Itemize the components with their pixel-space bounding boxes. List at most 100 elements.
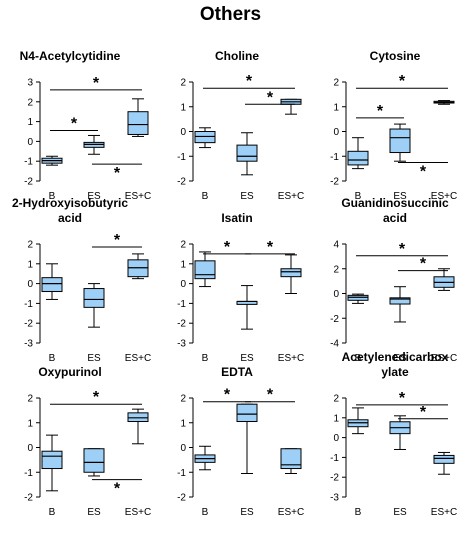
significance-star: * (420, 256, 427, 273)
y-tick-label: 2 (333, 78, 339, 89)
x-tick-label: ES (240, 507, 254, 518)
y-tick-label: 2 (333, 264, 339, 275)
x-tick-label: ES (87, 353, 101, 364)
y-tick-label: 2 (333, 394, 339, 405)
x-tick-label: ES+C (125, 353, 151, 364)
panel-title: ylate (381, 365, 409, 379)
y-tick-label: -3 (330, 493, 339, 504)
box-B (347, 294, 369, 301)
significance-star: * (114, 232, 121, 249)
significance-star: * (246, 73, 253, 90)
panel-3: Cytosine -2 -1 0 1 2 B ES ES+C * * * (330, 49, 457, 202)
significance-star: * (420, 163, 427, 180)
panel-title: Guanidinosuccinic (341, 196, 449, 210)
x-tick-label: ES+C (431, 507, 457, 518)
box-ES+C (127, 111, 149, 135)
significance-star: * (93, 389, 100, 406)
x-tick-label: B (49, 507, 56, 518)
box-B (347, 150, 369, 166)
y-tick-label: 2 (180, 240, 186, 251)
y-tick-label: -2 (330, 473, 339, 484)
x-tick-label: ES (87, 507, 101, 518)
x-tick-label: ES+C (278, 353, 304, 364)
y-tick-label: -2 (24, 319, 33, 330)
y-tick-label: -3 (24, 339, 33, 350)
x-tick-label: ES+C (278, 507, 304, 518)
x-tick-label: ES (393, 191, 407, 202)
y-tick-label: -2 (177, 493, 186, 504)
x-tick-label: ES (393, 507, 407, 518)
y-tick-label: 0 (27, 443, 33, 454)
significance-star: * (420, 404, 427, 421)
y-tick-label: 1 (27, 259, 33, 270)
y-tick-label: -2 (330, 177, 339, 188)
box-B (41, 450, 63, 470)
y-tick-label: 0 (27, 279, 33, 290)
x-tick-label: B (202, 191, 209, 202)
panel-2: Choline -2 -1 0 1 2 B ES ES+C * * (177, 49, 304, 202)
box-ES (389, 128, 411, 154)
y-tick-label: -2 (177, 319, 186, 330)
box-B (194, 131, 216, 144)
panel-title: Cytosine (370, 49, 421, 63)
significance-star: * (224, 387, 231, 404)
panel-title: acid (58, 211, 82, 225)
box-ES+C (280, 448, 302, 470)
y-tick-label: 4 (333, 240, 339, 251)
y-tick-label: 0 (333, 433, 339, 444)
y-tick-label: -1 (24, 157, 33, 168)
x-tick-label: ES+C (431, 353, 457, 364)
x-tick-label: ES (393, 353, 407, 364)
x-tick-label: B (355, 507, 362, 518)
box-ES (83, 448, 105, 473)
x-tick-label: ES+C (125, 507, 151, 518)
box-ES+C (127, 412, 149, 423)
panel-title: N4-Acetylcytidine (20, 49, 121, 63)
x-tick-label: B (49, 191, 56, 202)
panel-title: Choline (215, 49, 259, 63)
panel-5: Isatin -3 -2 -1 0 1 2 B ES ES+C * * (177, 211, 304, 364)
box-ES (83, 288, 105, 308)
y-tick-label: 0 (180, 279, 186, 290)
x-tick-label: B (202, 353, 209, 364)
box-ES (236, 403, 258, 423)
significance-star: * (267, 239, 274, 256)
x-tick-label: ES (240, 191, 254, 202)
x-tick-label: B (355, 191, 362, 202)
x-tick-label: ES+C (431, 191, 457, 202)
y-tick-label: 0 (333, 127, 339, 138)
y-tick-label: 0 (180, 127, 186, 138)
significance-star: * (267, 387, 274, 404)
y-tick-label: 0 (333, 289, 339, 300)
y-tick-label: -2 (24, 177, 33, 188)
significance-star: * (114, 481, 121, 498)
page-title: Others (199, 4, 262, 25)
significance-star: * (93, 75, 100, 92)
x-tick-label: B (355, 353, 362, 364)
significance-star: * (399, 390, 406, 407)
panel-title: 2-Hydroxyisobutyric (12, 196, 128, 210)
box-ES (389, 297, 411, 305)
y-tick-label: 3 (27, 78, 33, 89)
panel-title: Oxypurinol (38, 365, 101, 379)
box-B (41, 277, 63, 293)
y-tick-label: -1 (177, 152, 186, 163)
panel-7: Oxypurinol -2 -1 0 1 2 B ES ES+C * * (24, 365, 151, 518)
y-tick-label: -3 (177, 339, 186, 350)
y-tick-label: -1 (177, 299, 186, 310)
y-tick-label: 1 (27, 117, 33, 128)
y-tick-label: 1 (27, 418, 33, 429)
panel-title: Acetylenedicarbox (342, 350, 449, 364)
y-tick-label: -4 (330, 339, 339, 350)
box-ES+C (433, 454, 455, 464)
y-tick-label: -1 (330, 453, 339, 464)
y-tick-label: 2 (27, 240, 33, 251)
significance-star: * (399, 73, 406, 90)
x-tick-label: ES (240, 353, 254, 364)
significance-star: * (224, 239, 231, 256)
y-tick-label: -1 (24, 299, 33, 310)
significance-star: * (114, 165, 121, 182)
box-ES (236, 144, 258, 162)
